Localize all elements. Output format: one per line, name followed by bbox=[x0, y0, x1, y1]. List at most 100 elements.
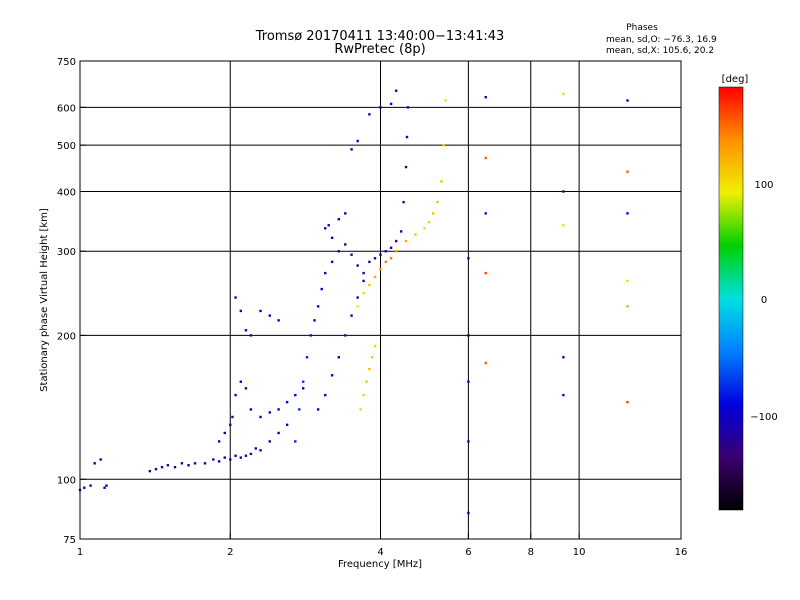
data-point bbox=[394, 239, 398, 243]
data-point bbox=[365, 380, 368, 383]
data-point bbox=[254, 447, 257, 450]
colorbar-label: [deg] bbox=[722, 74, 749, 85]
data-point bbox=[99, 458, 102, 461]
data-point bbox=[309, 334, 312, 337]
data-point bbox=[344, 212, 347, 215]
y-tick-label: 75 bbox=[63, 535, 76, 546]
data-point bbox=[399, 230, 403, 233]
data-point bbox=[285, 400, 289, 404]
data-point bbox=[148, 469, 152, 473]
data-point bbox=[298, 408, 301, 411]
data-point bbox=[423, 227, 426, 230]
y-tick-label: 750 bbox=[57, 57, 76, 68]
data-point bbox=[356, 264, 359, 267]
data-point bbox=[103, 486, 106, 489]
data-point bbox=[368, 367, 371, 371]
data-point bbox=[368, 283, 371, 287]
data-point bbox=[402, 200, 405, 204]
data-point bbox=[350, 314, 353, 317]
data-point bbox=[362, 393, 365, 397]
data-point bbox=[180, 462, 184, 465]
y-tick-label: 300 bbox=[57, 247, 76, 258]
data-point bbox=[379, 106, 382, 109]
data-point bbox=[313, 319, 316, 322]
data-point bbox=[217, 440, 221, 443]
data-point bbox=[234, 296, 237, 299]
data-point bbox=[268, 314, 271, 317]
data-point bbox=[384, 260, 388, 264]
data-point bbox=[330, 236, 334, 240]
data-point bbox=[316, 408, 320, 411]
plot-points bbox=[78, 89, 629, 515]
data-point bbox=[389, 257, 393, 260]
x-tick-label: 1 bbox=[77, 547, 83, 558]
data-point bbox=[239, 456, 243, 459]
data-point bbox=[356, 139, 359, 143]
data-point bbox=[427, 221, 431, 224]
data-point bbox=[467, 440, 470, 443]
data-point bbox=[344, 243, 347, 246]
data-point bbox=[379, 268, 382, 271]
data-point bbox=[356, 305, 359, 308]
data-point bbox=[337, 250, 341, 253]
data-point bbox=[467, 380, 470, 383]
data-point bbox=[404, 165, 408, 169]
data-point bbox=[467, 334, 470, 337]
data-point bbox=[154, 467, 158, 471]
y-axis-ticks: 75 100 200 300 400 500 600 750 bbox=[57, 57, 86, 546]
data-point bbox=[324, 227, 327, 230]
data-point bbox=[239, 309, 243, 313]
data-point bbox=[330, 374, 334, 377]
data-point bbox=[362, 279, 365, 283]
colorbar-tick-100: 100 bbox=[754, 180, 773, 191]
data-point bbox=[249, 452, 253, 456]
data-point bbox=[373, 257, 377, 260]
data-point bbox=[244, 454, 248, 457]
x-tick-label: 4 bbox=[377, 547, 383, 558]
data-point bbox=[626, 305, 629, 308]
data-point bbox=[83, 486, 86, 489]
data-point bbox=[277, 431, 280, 435]
data-point bbox=[294, 440, 297, 443]
y-tick-label: 400 bbox=[57, 187, 76, 198]
data-point bbox=[350, 148, 353, 151]
data-point bbox=[406, 106, 410, 109]
data-point bbox=[160, 465, 164, 469]
chart-title: Tromsø 20170411 13:40:00−13:41:43 bbox=[255, 29, 505, 44]
x-tick-label: 2 bbox=[227, 547, 233, 558]
data-point bbox=[344, 334, 347, 337]
data-point bbox=[229, 423, 232, 427]
y-tick-label: 600 bbox=[57, 103, 76, 114]
phase-info-x: mean, sd,X: 105.6, 20.2 bbox=[606, 46, 714, 56]
data-point bbox=[405, 135, 409, 139]
y-tick-label: 500 bbox=[57, 141, 76, 152]
colorbar bbox=[718, 86, 744, 511]
x-axis-ticks: 1 2 4 6 8 10 16 bbox=[77, 533, 687, 558]
data-point bbox=[350, 253, 353, 256]
data-point bbox=[359, 408, 362, 411]
data-point bbox=[394, 250, 398, 253]
data-point bbox=[259, 415, 262, 419]
data-point bbox=[327, 224, 330, 227]
data-point bbox=[229, 458, 232, 461]
data-point bbox=[305, 356, 309, 359]
data-point bbox=[626, 400, 629, 404]
data-point bbox=[373, 344, 377, 348]
data-point bbox=[193, 462, 197, 465]
data-point bbox=[389, 246, 393, 249]
data-point bbox=[324, 393, 327, 397]
data-point bbox=[562, 224, 565, 227]
x-tick-label: 10 bbox=[573, 547, 586, 558]
data-point bbox=[217, 460, 221, 463]
data-point bbox=[626, 279, 629, 283]
data-point bbox=[234, 454, 237, 457]
data-point bbox=[414, 233, 417, 236]
data-point bbox=[259, 309, 262, 313]
data-point bbox=[362, 292, 365, 295]
data-point bbox=[368, 113, 371, 116]
data-point bbox=[187, 464, 190, 467]
data-point bbox=[294, 393, 297, 397]
data-point bbox=[356, 296, 359, 299]
data-point bbox=[320, 287, 323, 291]
